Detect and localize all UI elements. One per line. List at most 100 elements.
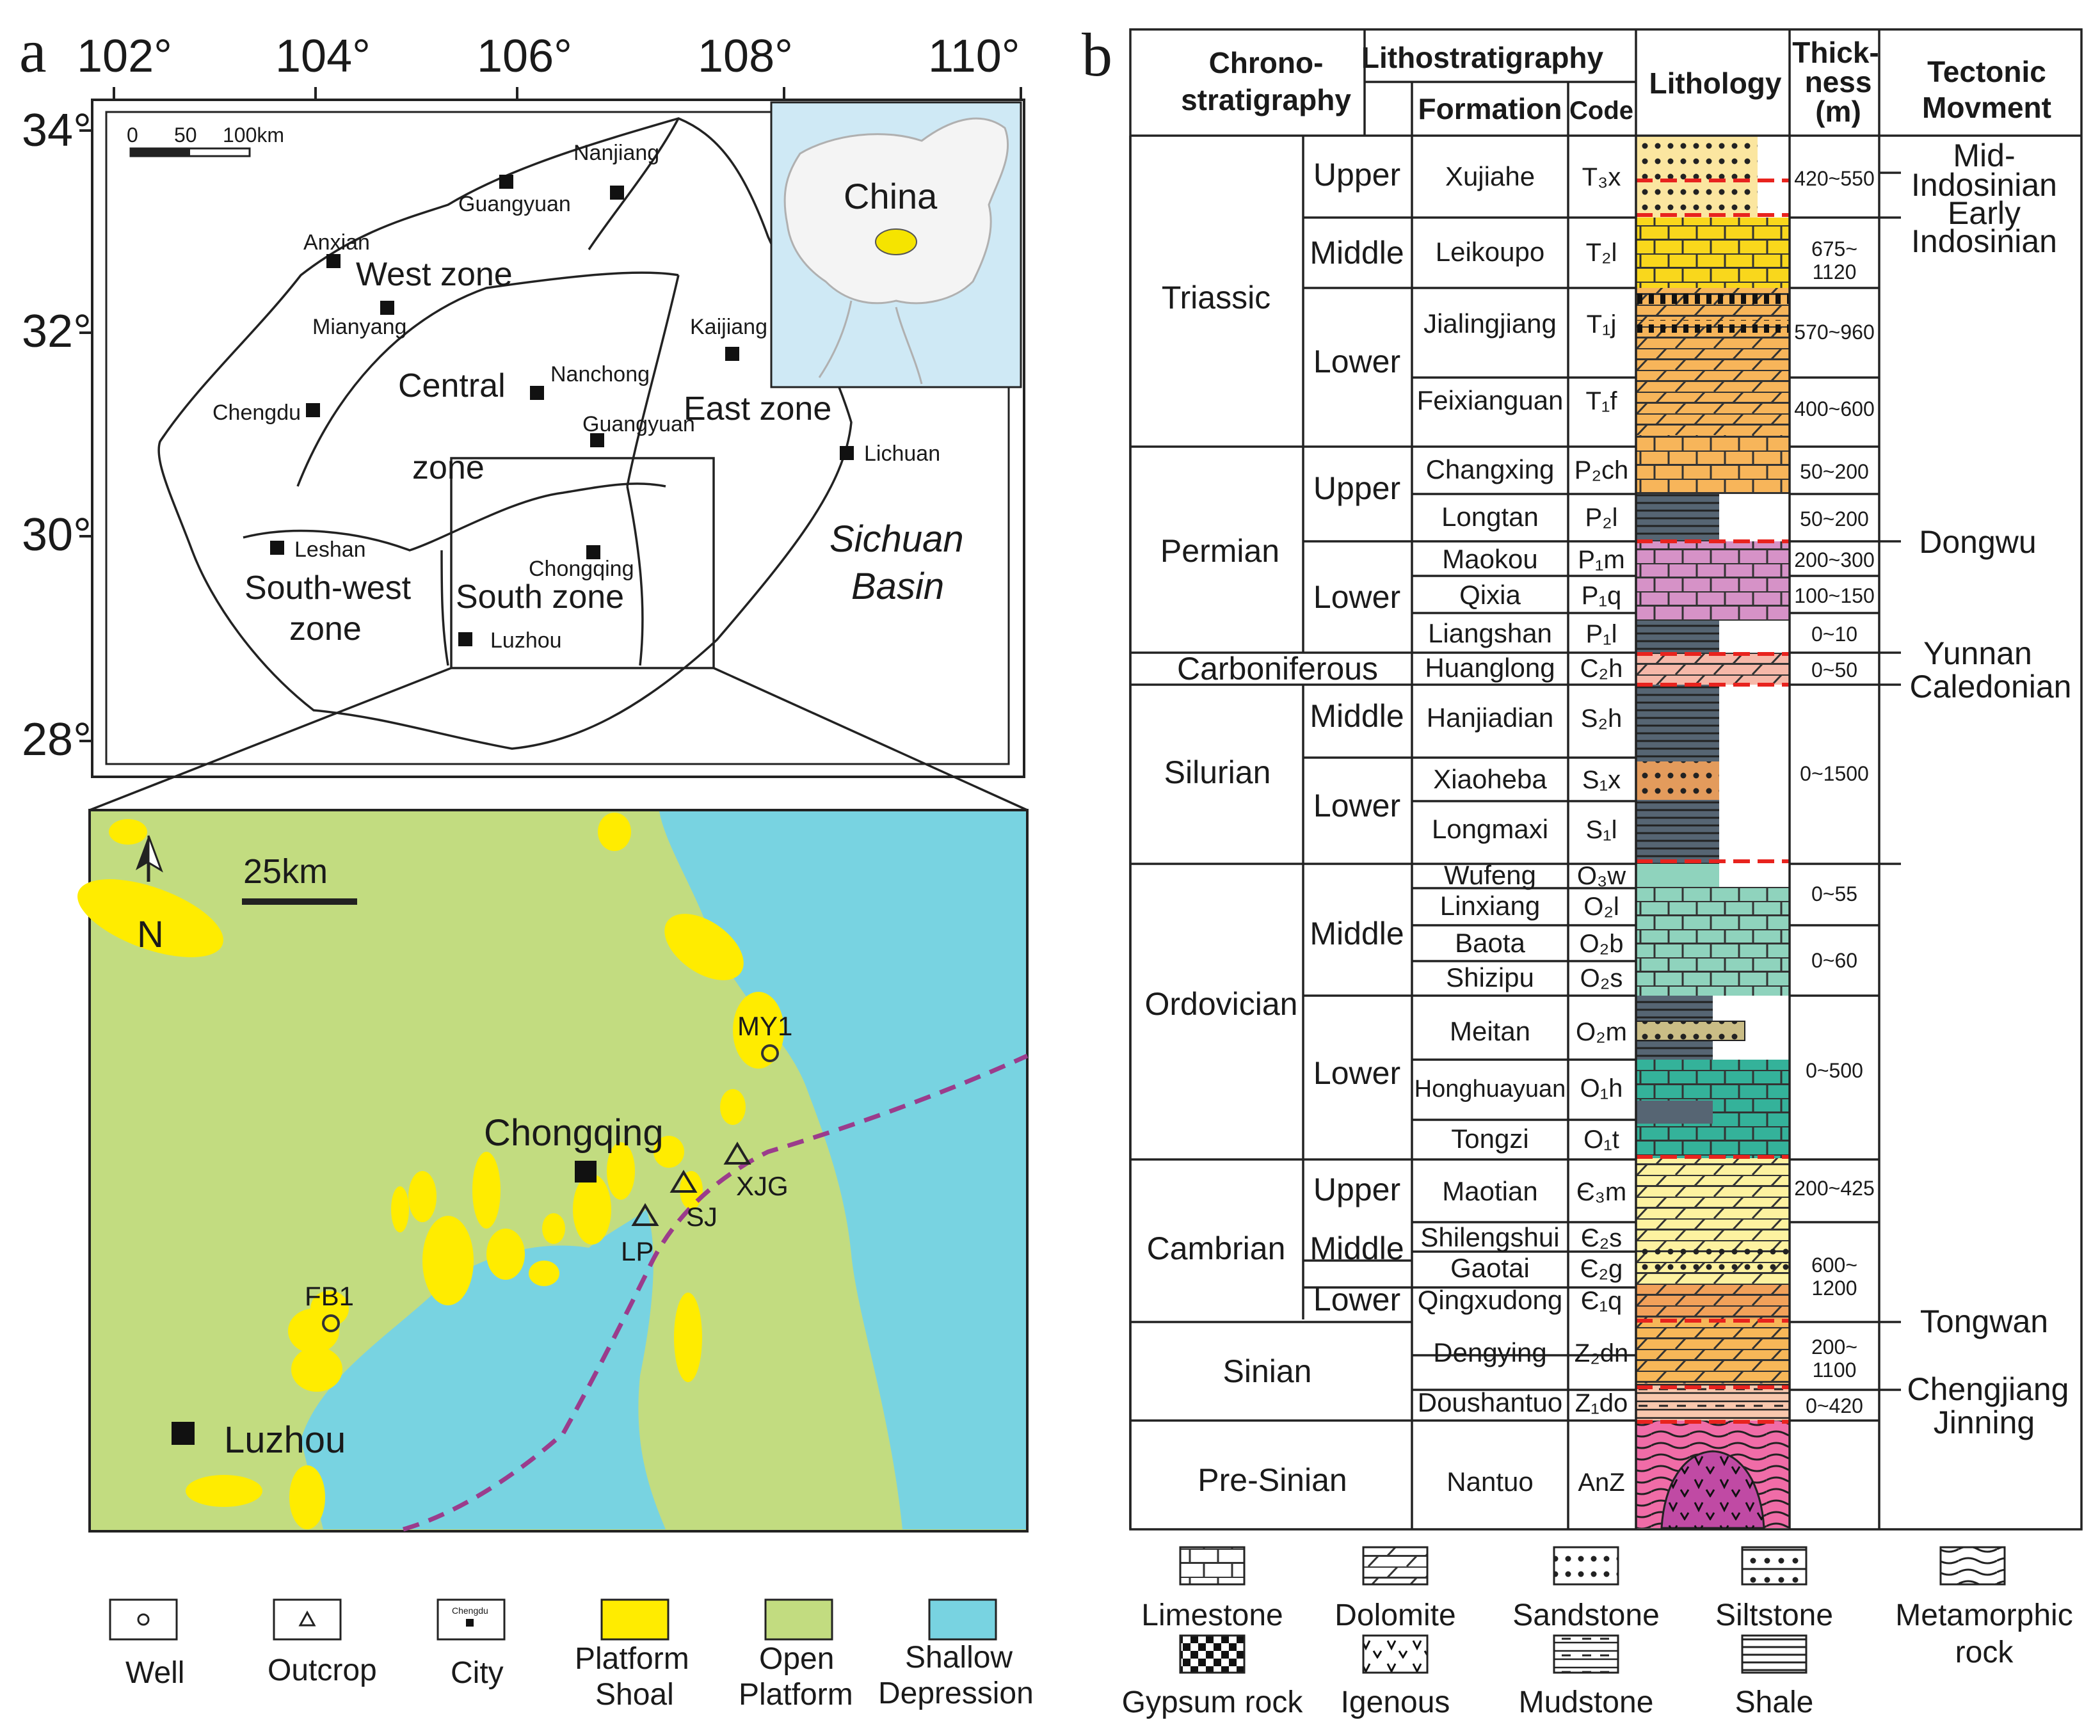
city-label-chengdu: Chengdu (212, 401, 301, 425)
formation-hanjiadian: Hanjiadian (1427, 703, 1553, 733)
formation-maotian: Maotian (1442, 1176, 1537, 1206)
city-marker (499, 175, 513, 189)
header-thickness-1: Thick- (1792, 36, 1879, 69)
legend-gypsum-label: Gypsum rock (1122, 1685, 1304, 1719)
formation-doushantuo: Doushantuo (1418, 1387, 1563, 1417)
thickness-lower-ordovician: 0~500 (1806, 1059, 1863, 1082)
map-frame (79, 87, 1025, 778)
header-thickness-3: (m) (1815, 95, 1861, 128)
legend-mudstone-swatch (1553, 1634, 1619, 1674)
city-marker (586, 545, 600, 559)
code-xiaoheba: S₁x (1582, 766, 1621, 794)
city-marker (610, 186, 624, 200)
formation-shilengshui: Shilengshui (1420, 1222, 1559, 1252)
legend-metamorphic-label-1: Metamorphic (1895, 1598, 2072, 1632)
legend-sandstone-swatch (1553, 1546, 1619, 1586)
china-inset: China (770, 101, 1022, 388)
scale-mid: 50 (174, 123, 197, 147)
legend-platform-shoal-swatch (600, 1598, 669, 1641)
outcrop-marker-xjg (723, 1142, 751, 1165)
series-triassic-upper: Upper (1313, 157, 1400, 193)
series-triassic-lower: Lower (1313, 344, 1400, 379)
well-label-fb1: FB1 (305, 1281, 354, 1311)
system-labels: Triassic Permian Carboniferous Silurian … (1145, 280, 1379, 1498)
lon-tick-labels: 102° 104° 106° 108° 110° (77, 31, 1020, 82)
lat-tick-labels: 34° 32° 30° 28° (22, 105, 92, 765)
inset-label-china: China (844, 176, 938, 216)
tectonic-mid-indosinian-1: Mid- (1953, 138, 2015, 173)
bottom-scale-label: 25km (243, 852, 328, 891)
legend-igneous-label: Igenous (1341, 1685, 1450, 1719)
legend-dolomite-label: Dolomite (1335, 1598, 1455, 1632)
system-cambrian: Cambrian (1147, 1230, 1286, 1266)
tectonic-early-indosinian-1: Early (1948, 195, 2021, 231)
city-label-luzhou: Luzhou (490, 628, 562, 653)
code-tongzi: O₁t (1583, 1126, 1619, 1154)
code-changxing: P₂ch (1575, 456, 1628, 484)
thickness-silurian: 0~1500 (1800, 762, 1869, 785)
city-marker (458, 632, 472, 646)
formation-jialingjiang: Jialingjiang (1423, 308, 1557, 338)
code-doushantuo: Z₁do (1575, 1389, 1628, 1417)
city-label-lichuan: Lichuan (864, 442, 940, 466)
formation-dengying: Dengying (1433, 1337, 1546, 1367)
legend-sandstone-label: Sandstone (1512, 1598, 1660, 1632)
city-marker (590, 433, 604, 447)
city-label-kaijiang: Kaijiang (690, 315, 767, 339)
legend-open-platform-label-1: Open (759, 1642, 834, 1676)
legend-platform-shoal-label-1: Platform (575, 1642, 689, 1676)
formation-qingxudong: Qingxudong (1418, 1285, 1563, 1315)
code-dengying: Z₂dn (1575, 1339, 1628, 1367)
series-permian-upper: Upper (1313, 470, 1400, 506)
lon-tick-106: 106° (477, 31, 572, 82)
strat-table-grid (1129, 28, 2083, 1531)
header-tectonic-2: Movment (1922, 91, 2051, 124)
basin-outline (157, 117, 853, 750)
code-shizipu: O₂s (1580, 964, 1623, 992)
formation-honghuayuan: Honghuayuan (1415, 1076, 1566, 1103)
city-marker (840, 446, 854, 460)
thickness-dengying-1: 200~ (1811, 1335, 1857, 1358)
system-triassic: Triassic (1162, 280, 1270, 315)
formation-meitan: Meitan (1450, 1016, 1530, 1046)
code-qingxudong: Є₁q (1581, 1287, 1623, 1315)
legend-city-sample: Chengdu (452, 1605, 488, 1616)
strat-headers: Chrono- stratigraphy Lithostratigraphy F… (1181, 36, 2051, 128)
formation-qixia: Qixia (1459, 580, 1521, 610)
code-shilengshui: Є₂s (1581, 1224, 1622, 1252)
code-feixianguan: T₁f (1585, 387, 1617, 415)
code-wufeng: O₃w (1577, 862, 1626, 890)
formation-wufeng: Wufeng (1444, 860, 1536, 890)
system-sinian: Sinian (1223, 1353, 1312, 1389)
code-longmaxi: S₁l (1585, 816, 1617, 844)
facies-boundary-line (403, 1053, 1029, 1532)
city-marker (725, 347, 739, 361)
code-qixia: P₁q (1582, 582, 1621, 610)
outcrop-label-sj: SJ (686, 1202, 717, 1232)
wells: MY1 FB1 (305, 1011, 792, 1332)
zoom-lines (89, 667, 1028, 811)
series-cambrian-upper: Upper (1313, 1172, 1400, 1207)
code-maotian: Є₃m (1576, 1178, 1626, 1206)
legend-open-platform-swatch (764, 1598, 833, 1641)
outcrop-marker-sj (669, 1170, 698, 1193)
city-marker (530, 386, 544, 400)
legend-mudstone-label: Mudstone (1519, 1685, 1654, 1719)
city-marker (306, 403, 320, 417)
legend-outcrop-label: Outcrop (268, 1653, 377, 1687)
thickness-dengying-2: 1100 (1813, 1358, 1857, 1382)
formation-nantuo: Nantuo (1447, 1467, 1533, 1497)
lon-tick-108: 108° (698, 31, 793, 82)
well-marker-fb1 (322, 1314, 340, 1332)
code-leikoupo: T₂l (1586, 239, 1617, 267)
scale-end: 100km (223, 123, 284, 147)
formation-gaotai: Gaotai (1450, 1253, 1530, 1283)
thickness-middle-cambrian-2: 1200 (1811, 1277, 1857, 1300)
well-marker-my1 (761, 1044, 779, 1062)
legend-well-label: Well (125, 1656, 184, 1690)
code-maokou: P₁m (1578, 546, 1625, 574)
system-permian: Permian (1160, 533, 1279, 569)
legend-metamorphic-label-2: rock (1955, 1636, 2014, 1669)
series-ordovician-lower: Lower (1313, 1055, 1400, 1091)
